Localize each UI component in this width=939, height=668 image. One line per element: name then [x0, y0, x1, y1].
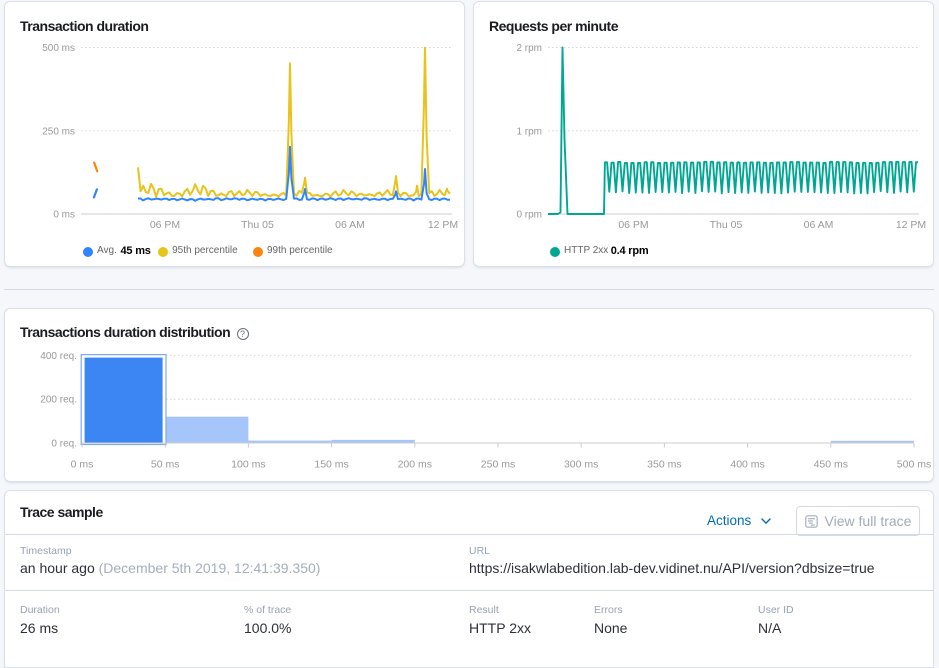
svg-text:0 ms: 0 ms — [71, 459, 94, 471]
svg-text:06 PM: 06 PM — [150, 219, 180, 231]
svg-text:50 ms: 50 ms — [151, 459, 180, 471]
svg-text:200 req.: 200 req. — [40, 395, 77, 406]
svg-text:500 ms: 500 ms — [42, 43, 75, 54]
svg-text:0 ms: 0 ms — [53, 210, 75, 221]
svg-text:250 ms: 250 ms — [42, 126, 75, 137]
svg-text:0 rpm: 0 rpm — [516, 210, 542, 221]
svg-text:12 PM: 12 PM — [896, 219, 926, 231]
svg-text:250 ms: 250 ms — [481, 459, 515, 471]
svg-text:2 rpm: 2 rpm — [516, 43, 542, 54]
svg-text:Thu 05: Thu 05 — [241, 219, 274, 231]
svg-text:350 ms: 350 ms — [647, 459, 681, 471]
svg-text:06 AM: 06 AM — [335, 219, 365, 231]
svg-text:1 rpm: 1 rpm — [516, 126, 542, 137]
svg-text:150 ms: 150 ms — [314, 459, 348, 471]
svg-text:300 ms: 300 ms — [564, 459, 598, 471]
svg-text:500 ms: 500 ms — [897, 459, 931, 471]
svg-text:06 AM: 06 AM — [804, 219, 834, 231]
svg-text:06 PM: 06 PM — [618, 219, 648, 231]
svg-text:0 req.: 0 req. — [51, 439, 77, 450]
svg-text:Thu 05: Thu 05 — [710, 219, 743, 231]
svg-text:12 PM: 12 PM — [428, 219, 458, 231]
svg-text:200 ms: 200 ms — [398, 459, 432, 471]
svg-text:100 ms: 100 ms — [231, 459, 265, 471]
svg-text:450 ms: 450 ms — [814, 459, 848, 471]
svg-text:400 ms: 400 ms — [730, 459, 764, 471]
svg-text:400 req.: 400 req. — [40, 351, 77, 362]
